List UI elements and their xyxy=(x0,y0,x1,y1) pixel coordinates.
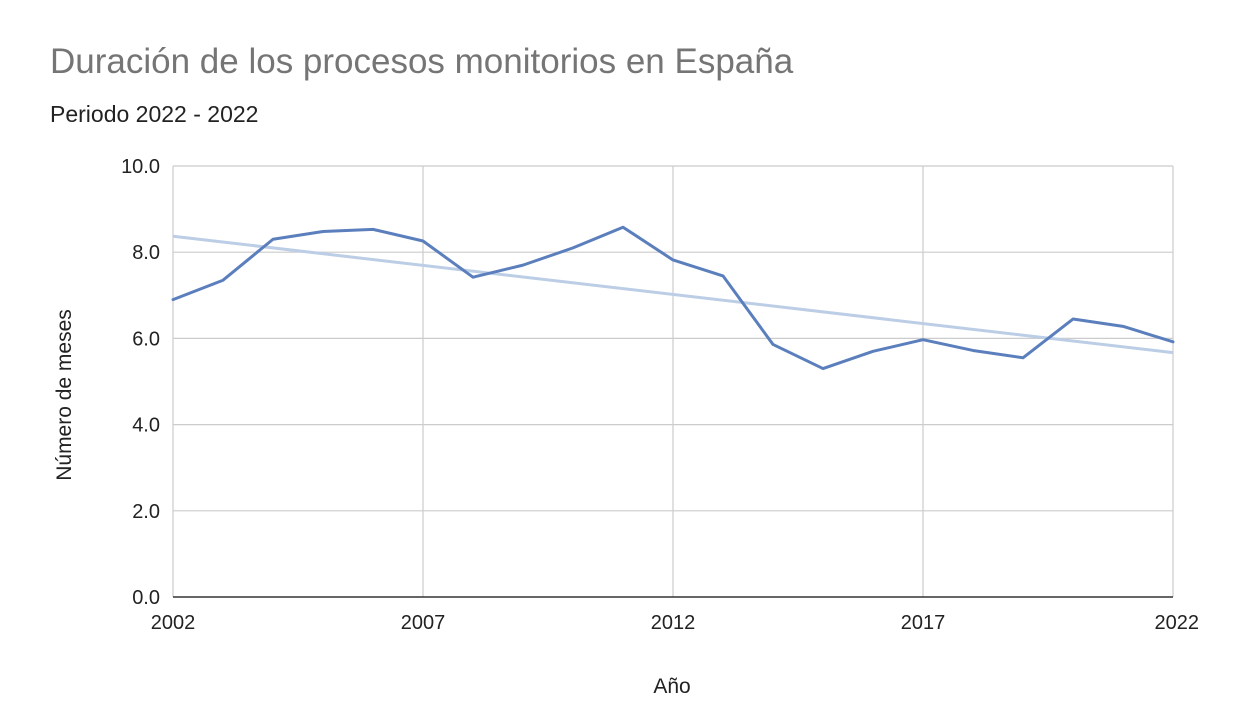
y-tick-label: 6.0 xyxy=(132,328,160,350)
series-line xyxy=(171,225,1175,371)
data-point xyxy=(770,341,776,347)
data-point xyxy=(520,262,526,268)
y-tick-label: 0.0 xyxy=(132,587,160,609)
data-point xyxy=(1120,323,1126,329)
data-point xyxy=(570,245,576,251)
data-point xyxy=(220,277,226,283)
x-tick-label: 2002 xyxy=(151,612,196,634)
data-point xyxy=(370,226,376,232)
x-axis-ticks: 2002 2007 2012 2017 2022 xyxy=(151,612,1199,634)
x-tick-label: 2017 xyxy=(901,612,946,634)
y-tick-label: 4.0 xyxy=(132,415,160,437)
data-point xyxy=(1170,339,1176,345)
data-point xyxy=(620,224,626,230)
grid xyxy=(172,165,1174,598)
x-tick-label: 2007 xyxy=(401,612,446,634)
x-tick-label: 2022 xyxy=(1155,612,1200,634)
trendline-layer xyxy=(172,234,1174,355)
data-point xyxy=(270,236,276,242)
x-tick-label: 2012 xyxy=(651,612,696,634)
data-point xyxy=(720,273,726,279)
y-axis-label: Número de meses xyxy=(53,309,76,481)
chart-subtitle: Periodo 2022 - 2022 xyxy=(50,101,258,127)
data-point xyxy=(920,337,926,343)
y-axis-ticks: 0.0 2.0 4.0 6.0 8.0 10.0 xyxy=(121,156,160,609)
data-point xyxy=(170,297,176,303)
data-point xyxy=(420,238,426,244)
data-point xyxy=(670,257,676,263)
data-point xyxy=(1070,316,1076,322)
data-point xyxy=(320,229,326,235)
x-axis-label: Año xyxy=(653,675,690,698)
data-point xyxy=(970,347,976,353)
data-point xyxy=(870,348,876,354)
y-tick-label: 8.0 xyxy=(132,242,160,264)
chart-title: Duración de los procesos monitorios en E… xyxy=(50,42,794,81)
y-tick-label: 2.0 xyxy=(132,501,160,523)
data-point xyxy=(470,274,476,280)
trendline xyxy=(172,234,1174,355)
series-layer xyxy=(171,225,1175,371)
data-point xyxy=(1020,355,1026,361)
data-point xyxy=(820,366,826,372)
y-tick-label: 10.0 xyxy=(121,156,160,178)
